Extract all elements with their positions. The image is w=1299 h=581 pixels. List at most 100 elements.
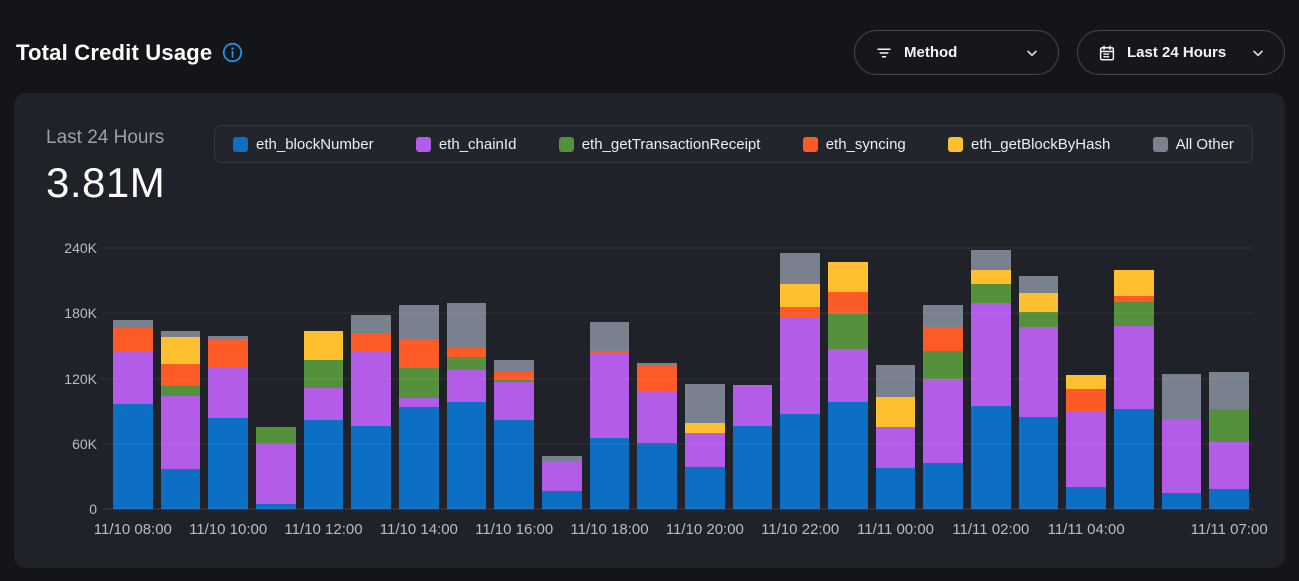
bar-segment-eth_syncing[interactable] (399, 339, 439, 368)
bar-segment-eth_blockNumber[interactable] (1114, 408, 1154, 509)
bar-segment-eth_getTransactionReceipt[interactable] (1114, 302, 1154, 327)
bar-segment-All Other[interactable] (494, 360, 535, 372)
bar-segment-eth_blockNumber[interactable] (113, 403, 153, 509)
bar-segment-eth_blockNumber[interactable] (637, 442, 678, 509)
bar-segment-eth_blockNumber[interactable] (256, 503, 296, 509)
bar-stack[interactable] (1161, 248, 1202, 509)
bar-segment-eth_chainId[interactable] (780, 316, 821, 415)
bar-segment-All Other[interactable] (875, 365, 916, 397)
bar-segment-eth_getTransactionReceipt[interactable] (399, 367, 439, 399)
bar-segment-eth_blockNumber[interactable] (399, 406, 439, 509)
bar-segment-eth_getBlockByHash[interactable] (303, 330, 344, 361)
bar-segment-eth_chainId[interactable] (1018, 327, 1059, 417)
bar-segment-All Other[interactable] (208, 336, 249, 340)
bar-segment-eth_getBlockByHash[interactable] (828, 262, 868, 292)
bar-segment-All Other[interactable] (113, 319, 153, 329)
bar-segment-eth_chainId[interactable] (637, 391, 678, 443)
bar-segment-eth_blockNumber[interactable] (1161, 492, 1202, 509)
bar-segment-eth_blockNumber[interactable] (494, 419, 535, 509)
legend-item-All Other[interactable]: All Other (1152, 136, 1234, 153)
bar-segment-eth_syncing[interactable] (1066, 389, 1107, 412)
bar-stack[interactable] (1114, 248, 1154, 509)
bar-segment-eth_chainId[interactable] (208, 367, 249, 418)
bar-segment-eth_blockNumber[interactable] (208, 417, 249, 509)
bar-stack[interactable] (160, 248, 201, 509)
bar-stack[interactable] (399, 248, 439, 509)
bar-segment-eth_blockNumber[interactable] (446, 402, 487, 509)
bar-segment-eth_getBlockByHash[interactable] (685, 423, 725, 433)
bar-segment-eth_chainId[interactable] (399, 398, 439, 407)
bar-segment-eth_getTransactionReceipt[interactable] (160, 386, 201, 396)
bar-segment-All Other[interactable] (637, 363, 678, 366)
bar-stack[interactable] (113, 248, 153, 509)
bar-segment-eth_chainId[interactable] (828, 349, 868, 403)
legend-item-eth_blockNumber[interactable]: eth_blockNumber (233, 136, 374, 153)
bar-segment-eth_getTransactionReceipt[interactable] (446, 356, 487, 370)
bar-stack[interactable] (923, 248, 964, 509)
bar-segment-eth_syncing[interactable] (780, 306, 821, 317)
bar-segment-All Other[interactable] (589, 321, 630, 352)
legend-item-eth_chainId[interactable]: eth_chainId (415, 136, 516, 153)
bar-segment-eth_getTransactionReceipt[interactable] (494, 379, 535, 382)
bar-segment-All Other[interactable] (923, 304, 964, 328)
bar-segment-eth_chainId[interactable] (589, 353, 630, 439)
bar-segment-eth_chainId[interactable] (1114, 326, 1154, 409)
bar-segment-eth_blockNumber[interactable] (1018, 416, 1059, 509)
bar-segment-eth_blockNumber[interactable] (780, 414, 821, 509)
bar-stack[interactable] (542, 248, 582, 509)
method-filter-dropdown[interactable]: Method (854, 30, 1059, 75)
bar-segment-eth_chainId[interactable] (1209, 441, 1250, 490)
bar-stack[interactable] (589, 248, 630, 509)
bar-segment-eth_blockNumber[interactable] (971, 405, 1011, 509)
bar-segment-eth_syncing[interactable] (1114, 295, 1154, 303)
legend-item-eth_syncing[interactable]: eth_syncing (802, 136, 906, 153)
bar-segment-All Other[interactable] (160, 330, 201, 338)
bar-segment-All Other[interactable] (1209, 371, 1250, 409)
bar-segment-eth_syncing[interactable] (113, 328, 153, 352)
bar-segment-All Other[interactable] (971, 250, 1011, 270)
bar-segment-All Other[interactable] (351, 315, 392, 333)
bar-stack[interactable] (971, 248, 1011, 509)
bar-segment-All Other[interactable] (1018, 276, 1059, 293)
bar-segment-eth_syncing[interactable] (494, 371, 535, 380)
bar-segment-All Other[interactable] (446, 303, 487, 349)
bar-segment-eth_syncing[interactable] (589, 351, 630, 354)
bar-segment-eth_blockNumber[interactable] (303, 419, 344, 509)
bar-segment-All Other[interactable] (780, 253, 821, 284)
bar-segment-eth_blockNumber[interactable] (828, 402, 868, 509)
bar-segment-eth_chainId[interactable] (542, 462, 582, 491)
bar-stack[interactable] (1209, 248, 1250, 509)
bar-segment-eth_chainId[interactable] (494, 381, 535, 420)
bar-segment-eth_getTransactionReceipt[interactable] (828, 314, 868, 350)
bar-segment-eth_chainId[interactable] (303, 388, 344, 420)
bar-segment-eth_chainId[interactable] (923, 378, 964, 464)
bar-stack[interactable] (256, 248, 296, 509)
bar-segment-eth_syncing[interactable] (923, 327, 964, 352)
bar-segment-eth_chainId[interactable] (351, 351, 392, 427)
bar-segment-eth_getTransactionReceipt[interactable] (256, 427, 296, 444)
bar-segment-eth_syncing[interactable] (446, 348, 487, 357)
bar-stack[interactable] (1018, 248, 1059, 509)
bar-stack[interactable] (875, 248, 916, 509)
bar-stack[interactable] (685, 248, 725, 509)
bar-segment-eth_syncing[interactable] (160, 364, 201, 387)
bar-segment-eth_getBlockByHash[interactable] (1066, 375, 1107, 390)
bar-segment-eth_getTransactionReceipt[interactable] (971, 283, 1011, 304)
bar-segment-eth_getTransactionReceipt[interactable] (1209, 408, 1250, 442)
bar-stack[interactable] (208, 248, 249, 509)
bar-stack[interactable] (1066, 248, 1107, 509)
bar-stack[interactable] (351, 248, 392, 509)
bar-segment-eth_chainId[interactable] (1161, 418, 1202, 493)
bar-segment-eth_chainId[interactable] (113, 351, 153, 404)
bar-segment-eth_blockNumber[interactable] (732, 426, 773, 509)
bar-segment-eth_getBlockByHash[interactable] (875, 397, 916, 428)
bar-segment-eth_getBlockByHash[interactable] (1114, 269, 1154, 296)
bar-segment-eth_chainId[interactable] (971, 303, 1011, 406)
bar-segment-eth_chainId[interactable] (732, 385, 773, 427)
bar-stack[interactable] (732, 248, 773, 509)
bar-segment-eth_blockNumber[interactable] (1209, 489, 1250, 509)
bar-segment-eth_getBlockByHash[interactable] (780, 283, 821, 307)
bar-segment-eth_syncing[interactable] (208, 339, 249, 368)
bar-segment-eth_blockNumber[interactable] (923, 463, 964, 509)
bar-stack[interactable] (637, 248, 678, 509)
